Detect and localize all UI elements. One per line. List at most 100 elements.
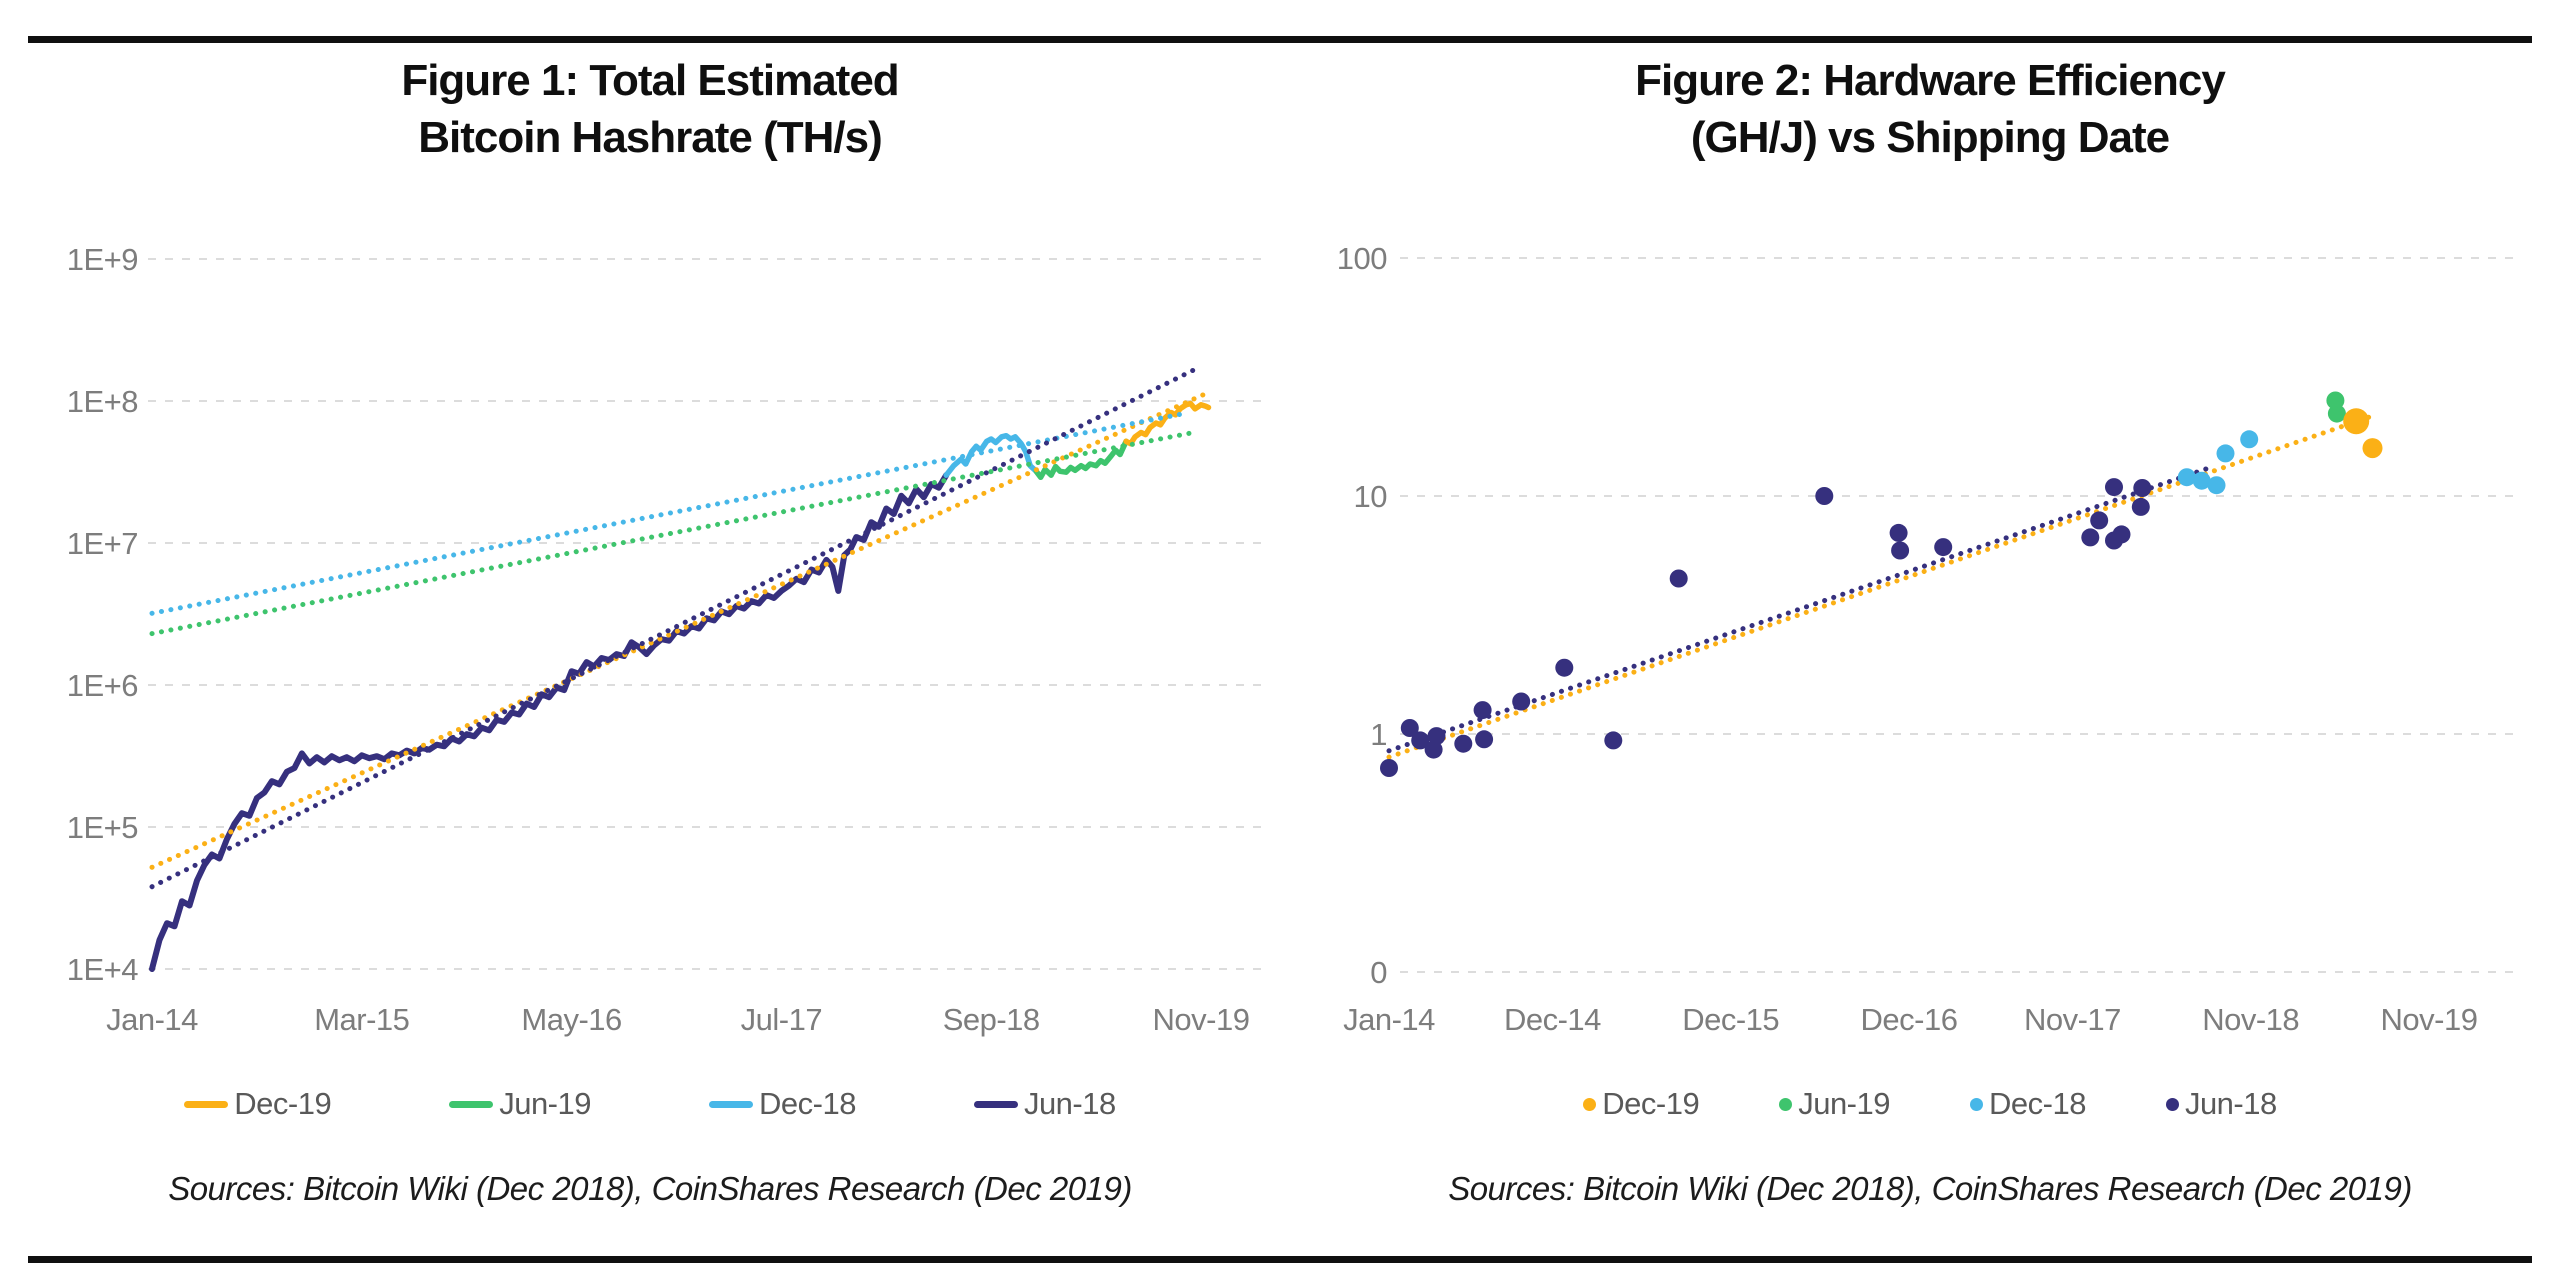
figure2-data-point: [2133, 479, 2152, 497]
figure1-legend-item-jun-18: Jun-18: [973, 1086, 1116, 1122]
figure2-data-point: [1427, 727, 1446, 746]
figure1-chart: 1E+9 1E+8 1E+7 1E+6 1E+5 1E+4 Jan-14 Mar-15 May-…: [67, 242, 1262, 1037]
figure2-data-point: [2192, 471, 2211, 490]
figure2-x-tick-label: Jan-14: [1343, 1002, 1435, 1037]
figure1-legend-swatch-icon: [973, 1100, 1018, 1108]
figure1-legend-swatch-icon: [184, 1100, 229, 1108]
figure2-data-point: [2081, 528, 2100, 547]
figure2-data-point: [1889, 523, 1908, 542]
figure2-data-point: [1380, 759, 1398, 777]
figure2-data-point: [1604, 731, 1623, 750]
figure1-trendline-dec-18-trend: [149, 410, 1189, 616]
figure1-series-jun-18: [149, 472, 950, 972]
figure2-legend-item-dec-18: Dec-18: [1970, 1086, 2086, 1122]
figure2-legend-item-dec-19: Dec-19: [1583, 1086, 1700, 1122]
figure2-data-point: [1411, 731, 1430, 750]
figure1-y-tick-label: 1E+6: [67, 668, 138, 703]
figure1-x-tick-label: Jul-17: [741, 1002, 822, 1037]
figure2-data-point: [1891, 541, 1910, 560]
figure1-series-lines: [149, 400, 1212, 972]
figure2-title-line2: (GH/J) vs Shipping Date: [1690, 113, 2170, 162]
figure2-legend: Dec-19 Jun-19 Dec-18 Jun-18: [1300, 1086, 2560, 1122]
figure2-data-point: [1934, 538, 1953, 557]
figure2-series-dec-19: [2343, 408, 2383, 459]
figure1-trendline-jun-19-trend: [149, 430, 1196, 637]
figure2-data-point: [2216, 444, 2235, 463]
figure2-sources: Sources: Bitcoin Wiki (Dec 2018), CoinSh…: [1448, 1170, 2412, 1207]
figure1-y-tick-label: 1E+4: [67, 952, 139, 987]
figure2-trendline-jun-18-trend: [1386, 466, 2209, 754]
figure2-data-point: [2090, 511, 2109, 530]
figure2-data-point: [1555, 658, 1574, 677]
figure2-x-tick-label: Dec-16: [1861, 1002, 1958, 1037]
figure2-y-tick-label: 0: [1370, 955, 1387, 990]
figure2-data-point: [1454, 734, 1473, 753]
figure1-trendline-dec-19-trend: [149, 389, 1211, 870]
figure1-x-tick-label: Nov-19: [1153, 1002, 1250, 1037]
figure2-legend-item-jun-18: Jun-18: [2165, 1086, 2277, 1122]
figure2-legend-label: Dec-18: [1989, 1086, 2086, 1121]
figure2-data-point: [2327, 404, 2346, 423]
figure1-legend-label: Dec-18: [759, 1086, 856, 1121]
top-rule: [28, 36, 2532, 43]
figure1-trendline-jun-18-trend: [149, 367, 1196, 890]
figure1-legend-label: Jun-18: [1023, 1086, 1116, 1121]
figure1-legend-item-dec-19: Dec-19: [184, 1086, 332, 1122]
figure1-legend: Dec-19 Jun-19 Dec-18 Jun-18: [0, 1086, 1300, 1122]
figure2-legend-swatch-icon: [1583, 1097, 1597, 1111]
figure1-y-tick-label: 1E+9: [67, 242, 138, 277]
figure2-data-point: [2343, 408, 2370, 435]
figure2-series-dec-18: [2177, 430, 2259, 495]
figure2-legend-label: Jun-18: [2184, 1086, 2277, 1121]
figure2-data-point: [1669, 569, 1688, 588]
figure1-gridlines: [148, 258, 1262, 970]
figure1-series-dec-18: [943, 432, 1039, 478]
figure2-x-tick-label: Dec-15: [1682, 1002, 1779, 1037]
figure2-data-point: [1512, 692, 1531, 711]
figure1-y-tick-label: 1E+5: [67, 810, 138, 845]
figure1-x-tick-label: Sep-18: [943, 1002, 1040, 1037]
figure1-y-tick-label: 1E+7: [67, 526, 138, 561]
figure2-data-point: [2362, 438, 2383, 459]
figure2-y-tick-label: 1: [1370, 717, 1387, 752]
figure2-trendline-dec-19-trend: [1386, 414, 2373, 760]
figure2-x-tick-label: Dec-14: [1504, 1002, 1601, 1037]
figure2-series-jun-19: [2326, 391, 2346, 423]
figure1-series-jun-19: [1033, 438, 1129, 481]
figure2-y-tick-label: 100: [1337, 241, 1387, 276]
figure2-x-tick-label: Nov-17: [2024, 1002, 2121, 1037]
figure1-legend-label: Jun-19: [499, 1086, 591, 1121]
figure2-legend-item-jun-19: Jun-19: [1779, 1086, 1890, 1122]
figure1-legend-swatch-icon: [449, 1100, 494, 1108]
figure2-legend-swatch-icon: [1779, 1097, 1793, 1111]
figure1-legend-swatch-icon: [709, 1100, 753, 1108]
figure2-legend-label: Jun-19: [1798, 1086, 1890, 1121]
figure1-legend-label: Dec-19: [234, 1086, 332, 1121]
figure2-trend-lines: [1386, 414, 2373, 760]
figure1-legend-item-dec-18: Dec-18: [709, 1086, 856, 1122]
figure2-data-point: [1424, 740, 1443, 759]
figure1-title: Figure 1: Total Estimated Bitcoin Hashra…: [0, 52, 1300, 166]
figure1-legend-item-jun-19: Jun-19: [449, 1086, 591, 1122]
figure2-x-tick-label: Nov-19: [2381, 1002, 2478, 1037]
figure2-data-point: [1475, 730, 1494, 749]
figure2-y-tick-label: 10: [1354, 479, 1388, 514]
figure2-scatter-points: [1380, 391, 2383, 777]
figure2-x-tick-label: Nov-18: [2202, 1002, 2299, 1037]
figure2-data-point: [2207, 476, 2226, 495]
figure2-series-jun-18: [1380, 478, 2152, 777]
figure2-data-point: [2105, 478, 2123, 497]
figure1-title-line2: Bitcoin Hashrate (TH/s): [418, 113, 883, 162]
figure2-data-point: [2326, 391, 2345, 410]
bottom-rule: [28, 1256, 2532, 1263]
figure1-title-line1: Figure 1: Total Estimated: [401, 56, 899, 105]
figure2-data-point: [2112, 525, 2131, 544]
figure2-data-point: [1815, 487, 1834, 505]
figure2-legend-swatch-icon: [2165, 1097, 2179, 1111]
figure2-title: Figure 2: Hardware Efficiency (GH/J) vs …: [1300, 52, 2560, 166]
figure1-y-tick-label: 1E+8: [67, 384, 138, 419]
figure2-gridlines: [1400, 257, 2522, 973]
figure1-x-tick-label: Jan-14: [106, 1002, 198, 1037]
